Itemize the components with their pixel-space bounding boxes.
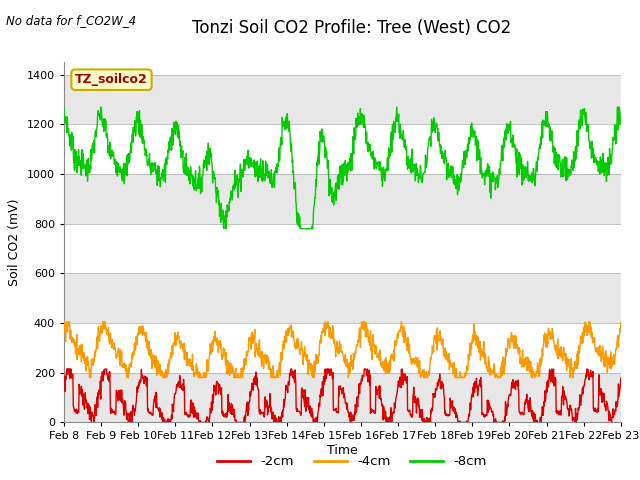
Bar bbox=[64, 174, 621, 224]
Bar bbox=[64, 274, 621, 323]
Legend: -2cm, -4cm, -8cm: -2cm, -4cm, -8cm bbox=[211, 450, 493, 473]
Bar bbox=[64, 373, 621, 422]
Text: No data for f_CO2W_4: No data for f_CO2W_4 bbox=[6, 14, 136, 27]
Text: Tonzi Soil CO2 Profile: Tree (West) CO2: Tonzi Soil CO2 Profile: Tree (West) CO2 bbox=[193, 19, 511, 37]
Bar bbox=[64, 75, 621, 124]
Y-axis label: Soil CO2 (mV): Soil CO2 (mV) bbox=[8, 199, 21, 286]
Text: TZ_soilco2: TZ_soilco2 bbox=[75, 73, 148, 86]
X-axis label: Time: Time bbox=[327, 444, 358, 457]
